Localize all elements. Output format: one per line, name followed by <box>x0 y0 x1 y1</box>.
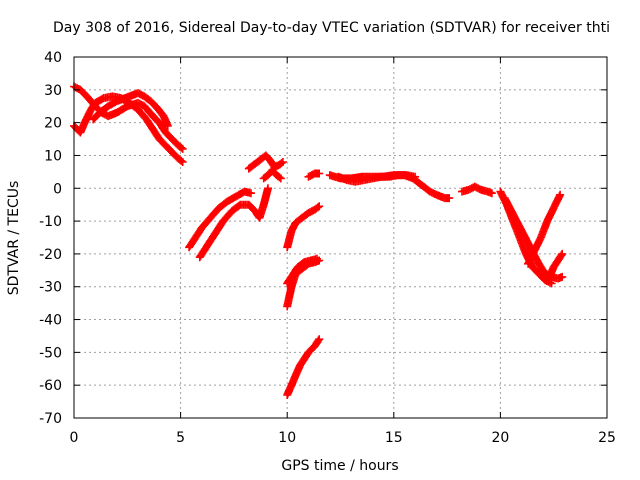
point-arc-8-33 <box>313 203 322 212</box>
point-arc-11-42 <box>315 335 324 344</box>
point-arc-12-7 <box>315 169 324 178</box>
y-axis-label: SDTVAR / TECUs <box>6 181 22 296</box>
y-tick-label-7: 0 <box>53 181 62 197</box>
x-axis-label: GPS time / hours <box>281 458 398 474</box>
series-arc-6 <box>244 151 287 173</box>
series-arc-12 <box>304 169 324 181</box>
y-tick-label-8: 10 <box>44 148 62 164</box>
series-arc-4 <box>185 187 255 252</box>
point-arc-18-47 <box>556 190 565 199</box>
point-arc-3-63 <box>163 121 172 130</box>
plot-frame <box>73 56 608 419</box>
x-tick-label-5: 25 <box>598 430 616 446</box>
y-tick-label-4: -30 <box>39 280 62 296</box>
y-tick-label-0: -70 <box>39 411 62 427</box>
y-tick-label-11: 40 <box>44 50 62 66</box>
point-arc-14-46 <box>411 172 420 181</box>
y-tick-label-9: 20 <box>44 116 62 132</box>
point-arc-8-34 <box>315 202 324 211</box>
data-points <box>70 82 567 399</box>
chart-title: Day 308 of 2016, Sidereal Day-to-day VTE… <box>53 20 610 36</box>
x-tick-label-4: 20 <box>491 430 509 446</box>
series-arc-1 <box>70 82 187 153</box>
grid <box>74 57 607 418</box>
y-tick-label-3: -40 <box>39 313 62 329</box>
series-arc-19 <box>545 249 567 281</box>
point-arc-1-89 <box>178 144 187 153</box>
x-tick-label-3: 15 <box>385 430 403 446</box>
point-arc-4-53 <box>247 189 255 198</box>
series-arc-17 <box>500 194 567 283</box>
y-tick-label-2: -50 <box>39 345 62 361</box>
series-arc-11 <box>283 335 324 399</box>
x-tick-label-2: 10 <box>278 430 296 446</box>
point-arc-10-39 <box>315 256 324 265</box>
point-arc-6-27 <box>277 159 286 168</box>
y-tick-label-5: -20 <box>39 247 62 263</box>
series-arc-15 <box>458 182 496 198</box>
y-tick-label-6: -10 <box>39 214 62 230</box>
point-arc-5-78 <box>264 184 272 193</box>
x-tick-label-0: 0 <box>70 430 79 446</box>
y-tick-label-1: -60 <box>39 378 62 394</box>
series-arc-14 <box>334 171 420 186</box>
ticks: 0 5 10 15 20 25 -70 -60 -50 -40 -30 -20 -10 0 10 20 30 40 <box>39 50 616 446</box>
series-arc-7 <box>259 166 285 183</box>
series-arc-5 <box>195 184 272 262</box>
x-tick-label-1: 5 <box>176 430 185 446</box>
y-tick-label-10: 30 <box>44 83 62 99</box>
point-arc-2-98 <box>177 156 186 165</box>
series-arc-18 <box>524 190 565 268</box>
point-arc-15-19 <box>487 189 496 198</box>
series-arc-8 <box>283 202 324 252</box>
point-arc-11-41 <box>314 336 323 345</box>
series-arc-3 <box>89 89 172 130</box>
point-arc-7-13 <box>275 173 284 182</box>
point-arc-1-88 <box>177 143 186 152</box>
point-arc-19-17 <box>558 249 567 258</box>
point-arc-6-28 <box>278 158 287 166</box>
point-arc-2-99 <box>178 158 187 166</box>
series-arc-10 <box>283 256 324 311</box>
point-arc-7-14 <box>276 174 285 183</box>
point-arc-17-66 <box>558 272 567 281</box>
point-arc-13-82 <box>445 194 454 203</box>
